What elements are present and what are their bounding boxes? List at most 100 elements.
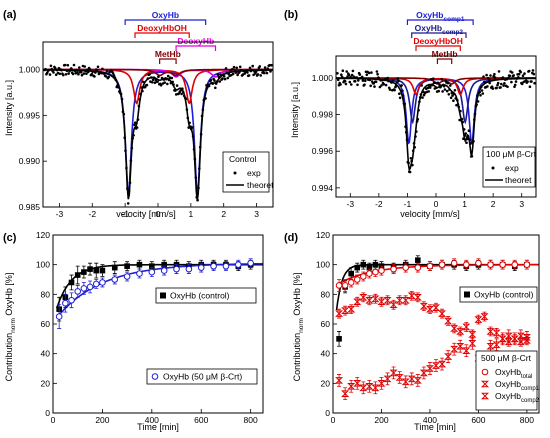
data-point: [528, 85, 532, 88]
data-point: [441, 90, 444, 93]
data-point: [467, 129, 471, 132]
plot-frame: [335, 55, 537, 198]
data-point: [170, 76, 174, 80]
data-point: [365, 383, 374, 390]
data-point: [361, 79, 365, 82]
data-point: [262, 71, 266, 75]
bracket: [415, 45, 461, 51]
data-point: [401, 378, 410, 386]
data-point: [353, 380, 362, 387]
data-point: [397, 79, 400, 83]
data-point: [80, 73, 84, 77]
data-point: [373, 85, 376, 88]
x-axis-label: velocity [mm/s]: [400, 209, 460, 219]
data-point: [107, 75, 110, 79]
data-point: [221, 77, 224, 80]
data-point: [223, 77, 227, 81]
data-point: [526, 80, 529, 83]
data-point: [341, 282, 349, 289]
data-point: [486, 328, 495, 335]
data-point: [218, 80, 222, 83]
data-point: [157, 75, 160, 78]
data-point: [71, 72, 75, 76]
data-point: [389, 369, 398, 377]
data-point: [514, 80, 518, 83]
data-point: [52, 71, 55, 74]
data-point: [335, 282, 343, 289]
data-point: [485, 73, 488, 77]
data-point: [391, 79, 395, 82]
data-point: [445, 89, 449, 93]
y-tick-label: 0.990: [19, 156, 41, 166]
x-tick-label: 800: [244, 415, 258, 425]
data-point: [359, 294, 368, 301]
data-point: [63, 63, 67, 67]
legend-label-exp: exp: [247, 168, 261, 178]
x-tick-label: 200: [374, 415, 388, 425]
data-point: [382, 83, 386, 86]
bracket-label: MetHb: [432, 49, 458, 59]
data-point: [508, 74, 512, 78]
data-point: [520, 82, 524, 86]
data-point: [513, 83, 517, 87]
panel-label: (a): [3, 9, 17, 21]
data-point: [136, 270, 143, 277]
data-point: [462, 261, 470, 268]
data-point: [533, 81, 536, 85]
data-point: [77, 73, 80, 76]
data-point: [378, 85, 382, 89]
data-point: [523, 72, 526, 75]
data-point: [480, 89, 484, 92]
data-point: [372, 268, 379, 276]
data-point: [421, 96, 424, 99]
data-point: [389, 301, 398, 309]
data-point: [401, 89, 404, 92]
y-tick-label: 0.996: [312, 146, 334, 156]
y-axis-label: Contributionnorm OxyHb [%]: [4, 273, 17, 382]
data-point: [429, 78, 433, 81]
data-point: [133, 123, 136, 127]
data-point: [235, 66, 238, 70]
data-point: [492, 341, 501, 349]
data-point: [414, 264, 422, 271]
data-point: [166, 82, 169, 86]
x-tick-label: -1: [404, 199, 412, 209]
data-point: [347, 305, 356, 313]
data-point: [224, 67, 228, 70]
data-point: [85, 72, 88, 75]
data-point: [431, 362, 441, 369]
data-point: [336, 336, 342, 342]
data-point: [432, 77, 435, 80]
data-point: [74, 288, 82, 295]
data-point: [136, 261, 143, 268]
data-point: [335, 377, 344, 384]
data-point: [354, 264, 361, 271]
bracket: [411, 32, 467, 38]
data-point: [54, 73, 58, 76]
data-point: [179, 89, 182, 92]
bracket: [159, 58, 177, 64]
legend-betacrt: OxyHb (50 μM β-Crt): [146, 368, 258, 385]
data-point: [248, 66, 252, 70]
data-point: [151, 78, 155, 82]
data-point: [343, 80, 347, 83]
data-point: [462, 347, 471, 354]
y-tick-label: 120: [316, 230, 330, 240]
data-point: [159, 84, 163, 87]
data-point: [504, 332, 513, 340]
data-point: [347, 73, 351, 77]
data-point: [449, 96, 453, 100]
data-point: [427, 90, 431, 93]
x-tick-label: -1: [121, 209, 129, 219]
data-point: [527, 69, 531, 73]
data-point: [99, 267, 106, 274]
x-axis-label: Time [min]: [414, 422, 456, 432]
data-point: [197, 264, 205, 271]
y-axis-label: Intensity [a.u.]: [290, 82, 300, 138]
data-point: [438, 261, 446, 268]
legend-label-theor: theoret: [505, 175, 532, 185]
data-point: [92, 280, 100, 288]
y-tick-label: 0.998: [312, 110, 334, 120]
data-point: [126, 202, 130, 205]
data-point: [74, 272, 81, 278]
